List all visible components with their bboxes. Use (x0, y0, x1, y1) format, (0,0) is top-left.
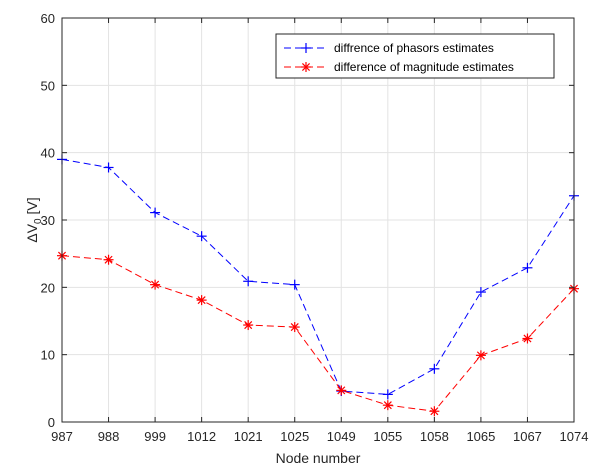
series-2-point (475, 350, 486, 361)
series-2-point (382, 400, 393, 411)
legend-label-2: difference of magnitude estimates (334, 60, 514, 74)
x-tick-label: 999 (144, 429, 166, 444)
y-tick-label: 0 (48, 415, 55, 430)
x-axis-title: Node number (276, 450, 361, 466)
y-tick-label: 10 (41, 348, 55, 363)
series-2-point (103, 254, 114, 265)
grid-lines (62, 18, 574, 422)
y-axis-title-subscript: 0 (33, 218, 44, 224)
series-2-point (196, 295, 207, 306)
tick-labels: 987 988 999 1012 1021 1025 1049 1055 1058 1065 106… (41, 11, 589, 444)
series-2-point (522, 333, 533, 344)
series-2-point (289, 322, 300, 333)
series-1-point (196, 231, 207, 242)
series-layer (57, 154, 579, 417)
legend-box (275, 33, 555, 79)
y-axis-title-unit: [V] (24, 197, 40, 218)
y-axis-title: ΔV0 [V] (24, 197, 44, 242)
series-1-point (289, 279, 300, 290)
y-tick-label: 60 (41, 11, 55, 26)
y-axis-title-main: ΔV (24, 223, 40, 242)
series-1-point (475, 287, 486, 298)
legend-marker-1 (301, 43, 311, 53)
x-tick-label: 1065 (466, 429, 495, 444)
series-2-point (336, 385, 347, 396)
series-2-point (243, 320, 254, 331)
axis-ticks (61, 17, 575, 423)
x-tick-label: 1021 (234, 429, 263, 444)
series-1-point (103, 162, 114, 173)
x-tick-label: 988 (98, 429, 120, 444)
series-line-2 (61, 255, 575, 412)
y-tick-label: 50 (41, 78, 55, 93)
y-tick-label: 40 (41, 146, 55, 161)
x-tick-label: 1012 (187, 429, 216, 444)
y-tick-label: 30 (41, 213, 55, 228)
x-tick-label: 1067 (513, 429, 542, 444)
x-tick-label: 1049 (327, 429, 356, 444)
series-2-point (429, 406, 440, 417)
series-1-point (522, 262, 533, 273)
series-1-point (382, 389, 393, 400)
x-tick-label: 1055 (373, 429, 402, 444)
series-1-point (429, 363, 440, 374)
legend-marker-2 (301, 62, 311, 72)
y-tick-label: 20 (41, 280, 55, 295)
x-tick-label: 1025 (280, 429, 309, 444)
series-1-point (243, 276, 254, 287)
legend: diffrence of phasors estimates difference… (275, 33, 555, 79)
x-tick-label: 1074 (560, 429, 589, 444)
series-2-point (150, 279, 161, 290)
series-1-point (150, 207, 161, 218)
x-tick-label: 1058 (420, 429, 449, 444)
series-line-1 (61, 158, 575, 395)
legend-label-1: diffrence of phasors estimates (334, 41, 494, 55)
x-tick-label: 987 (51, 429, 73, 444)
